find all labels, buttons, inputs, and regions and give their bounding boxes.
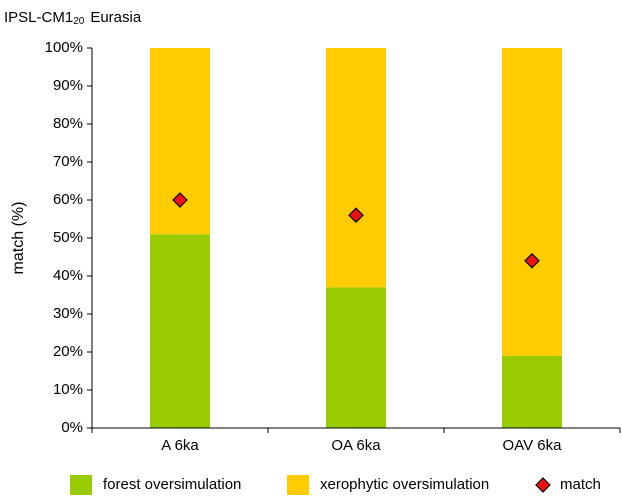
bar bbox=[502, 48, 562, 356]
title-main: IPSL-CM1 bbox=[4, 9, 73, 26]
y-tick-label: 90% bbox=[53, 77, 83, 94]
title-subscript: 20 bbox=[73, 16, 85, 27]
bar bbox=[326, 48, 386, 288]
bar bbox=[502, 355, 562, 428]
y-axis-label: match (%) bbox=[10, 202, 27, 275]
title-region: Eurasia bbox=[90, 9, 142, 26]
match-marker bbox=[524, 252, 540, 269]
y-tick-label: 60% bbox=[53, 191, 83, 208]
match-marker bbox=[172, 192, 188, 208]
legend-label: match bbox=[560, 476, 601, 493]
bar bbox=[150, 234, 210, 428]
legend-label: xerophytic oversimulation bbox=[320, 476, 489, 493]
match-marker bbox=[348, 207, 364, 224]
y-tick-label: 80% bbox=[53, 115, 83, 132]
legend-swatch bbox=[287, 475, 309, 495]
y-tick-label: 100% bbox=[45, 39, 83, 56]
x-tick-label: A 6ka bbox=[161, 437, 199, 454]
y-tick-label: 0% bbox=[61, 419, 83, 436]
bar bbox=[326, 287, 386, 428]
y-tick-label: 40% bbox=[53, 267, 83, 284]
y-tick-label: 20% bbox=[53, 343, 83, 360]
legend-swatch bbox=[70, 475, 92, 495]
y-tick-label: 50% bbox=[53, 229, 83, 246]
y-tick-label: 10% bbox=[53, 381, 83, 398]
legend-swatch bbox=[535, 477, 551, 493]
x-tick-label: OA 6ka bbox=[331, 437, 381, 454]
chart-title: IPSL-CM120 Eurasia bbox=[4, 9, 142, 27]
y-tick-label: 70% bbox=[53, 153, 83, 170]
x-tick-label: OAV 6ka bbox=[503, 437, 563, 454]
legend-label: forest oversimulation bbox=[103, 476, 241, 493]
y-tick-label: 30% bbox=[53, 305, 83, 322]
